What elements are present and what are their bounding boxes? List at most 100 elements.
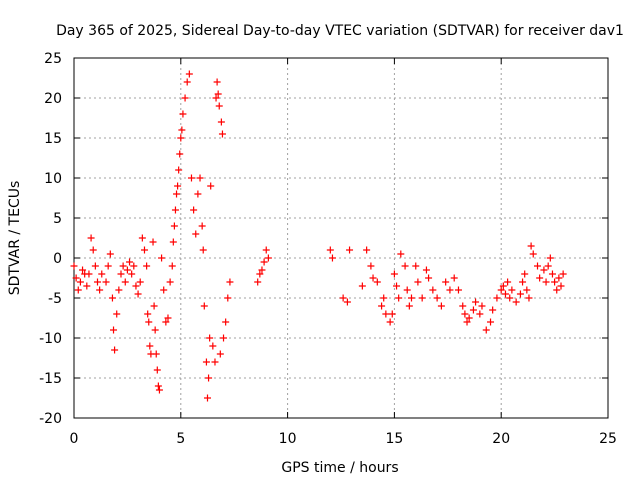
data-point [501,290,509,298]
data-point [346,246,354,254]
data-point [176,150,184,158]
data-point [190,206,198,214]
data-point [150,302,158,310]
data-point [544,262,552,270]
data-point [217,118,225,126]
data-point [204,394,211,402]
data-point [482,326,490,334]
data-point [412,262,420,270]
data-point [489,306,497,314]
data-point [152,350,160,358]
data-point [196,174,204,182]
x-tick-label: 0 [70,431,79,447]
data-point [218,130,226,138]
data-points [70,70,567,402]
x-axis-label: GPS time / hours [281,460,398,476]
data-point [134,290,142,298]
data-point [117,270,125,278]
data-point [536,274,544,282]
data-point [226,278,234,286]
data-point [140,246,148,254]
data-point [108,294,116,302]
data-point [115,286,123,294]
data-point [179,110,187,118]
data-point [104,262,112,270]
x-tick-label: 5 [176,431,185,447]
data-point [264,254,272,262]
data-point [487,318,495,326]
data-point [206,334,214,342]
data-point [256,270,264,278]
data-point [155,386,163,394]
data-point [425,274,433,282]
data-point [160,286,168,294]
data-point [388,310,396,318]
data-point [523,286,531,294]
data-point [551,278,559,286]
data-point [422,266,430,274]
data-point [215,102,223,110]
data-point [200,302,208,310]
y-axis-label: SDTVAR / TECUs [7,181,23,296]
data-point [207,182,215,190]
y-tick-label: 5 [53,211,62,227]
data-point [546,254,554,262]
data-point [557,282,565,290]
y-tick-label: -15 [39,371,62,387]
data-point [358,282,366,290]
data-point [525,294,533,302]
data-point [149,238,157,246]
data-point [91,262,99,270]
data-point [126,258,134,266]
y-tick-label: -20 [39,411,62,427]
data-point [110,326,118,334]
y-tick-label: 20 [44,91,62,107]
data-point [177,134,185,142]
data-point [194,190,202,198]
data-point [326,246,334,254]
data-point [472,298,480,306]
data-point [199,246,207,254]
data-point [254,278,262,286]
data-point [367,262,375,270]
data-point [380,294,388,302]
data-point [202,358,210,366]
data-point [401,262,409,270]
data-point [527,242,535,250]
data-point [459,302,467,310]
data-point [508,286,516,294]
data-point [151,326,159,334]
data-point [158,254,166,262]
data-point [130,262,138,270]
data-point [175,166,183,174]
y-tick-label: 0 [53,251,62,267]
data-point [70,262,78,270]
data-point [214,90,222,98]
chart-title: Day 365 of 2025, Sidereal Day-to-day VTE… [56,23,624,39]
data-point [542,278,550,286]
data-point [144,310,152,318]
data-point [382,310,390,318]
data-point [260,258,268,266]
data-point [553,286,561,294]
data-point [548,270,556,278]
data-point [393,282,401,290]
data-point [493,294,501,302]
data-point [559,270,567,278]
data-point [93,278,101,286]
data-point [169,238,177,246]
data-point [328,254,336,262]
data-point [170,222,178,230]
data-point [418,294,426,302]
data-point [185,70,193,78]
y-tick-label: 10 [44,171,62,187]
data-point [153,366,161,374]
data-point [478,302,486,310]
data-point [83,282,91,290]
data-point [192,230,200,238]
data-point [138,234,146,242]
data-point [128,270,136,278]
y-tick-label: -5 [48,291,62,307]
